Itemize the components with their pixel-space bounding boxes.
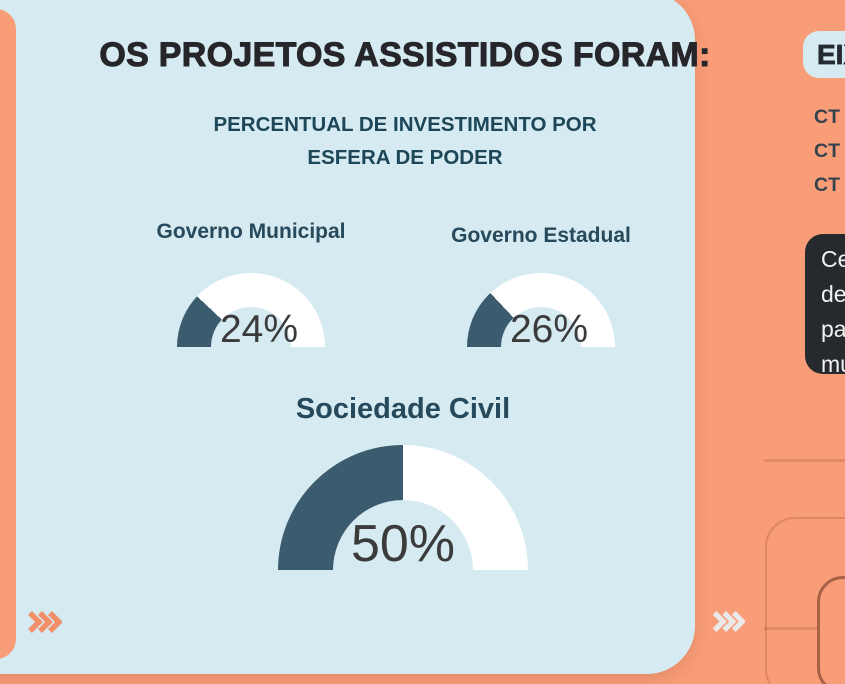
next-arrows-icon[interactable]: [711, 610, 747, 638]
gauge-value: 50%: [350, 515, 456, 573]
page-title: OS PROJETOS ASSISTIDOS FORAM:: [99, 36, 711, 75]
eixos-heading: EIX: [803, 31, 845, 78]
gauge-value: 26%: [509, 308, 589, 351]
decorative-outline-card: [817, 576, 845, 684]
chart-subtitle: PERCENTUAL DE INVESTIMENTO POR ESFERA DE…: [105, 108, 705, 174]
gauge-hole: [501, 307, 581, 387]
gauge-municipal: 24%: [177, 273, 325, 387]
next-arrows-icon[interactable]: [26, 610, 63, 639]
gauge-label-sociedade: Sociedade Civil: [295, 393, 511, 425]
info-line: pa: [821, 316, 845, 342]
ct-item: CT: [814, 174, 840, 196]
gauge-label-municipal: Governo Municipal: [156, 220, 346, 243]
chart-subtitle-line2: ESFERA DE PODER: [307, 146, 503, 169]
gauge-label-estadual: Governo Estadual: [451, 224, 631, 247]
decorative-outline-card: [765, 517, 845, 684]
gauge-hole: [211, 307, 291, 387]
gauge-sociedade-civil: 50%: [278, 445, 528, 640]
info-line: Ce: [821, 246, 845, 272]
ct-list: CT CT CT: [814, 100, 840, 202]
ct-item: CT: [814, 106, 840, 128]
gauge-value: 24%: [219, 308, 299, 351]
decorative-line: [764, 459, 845, 462]
info-line: de: [821, 281, 845, 307]
info-line: mu: [821, 351, 845, 374]
ct-item: CT: [814, 140, 840, 162]
previous-page-edge: [0, 9, 16, 659]
gauge-hole: [333, 500, 473, 640]
decorative-line: [764, 627, 818, 630]
info-dark-box: Ce de pa mu: [805, 234, 845, 374]
chart-subtitle-line1: PERCENTUAL DE INVESTIMENTO POR: [213, 113, 597, 136]
gauge-estadual: 26%: [467, 273, 615, 387]
